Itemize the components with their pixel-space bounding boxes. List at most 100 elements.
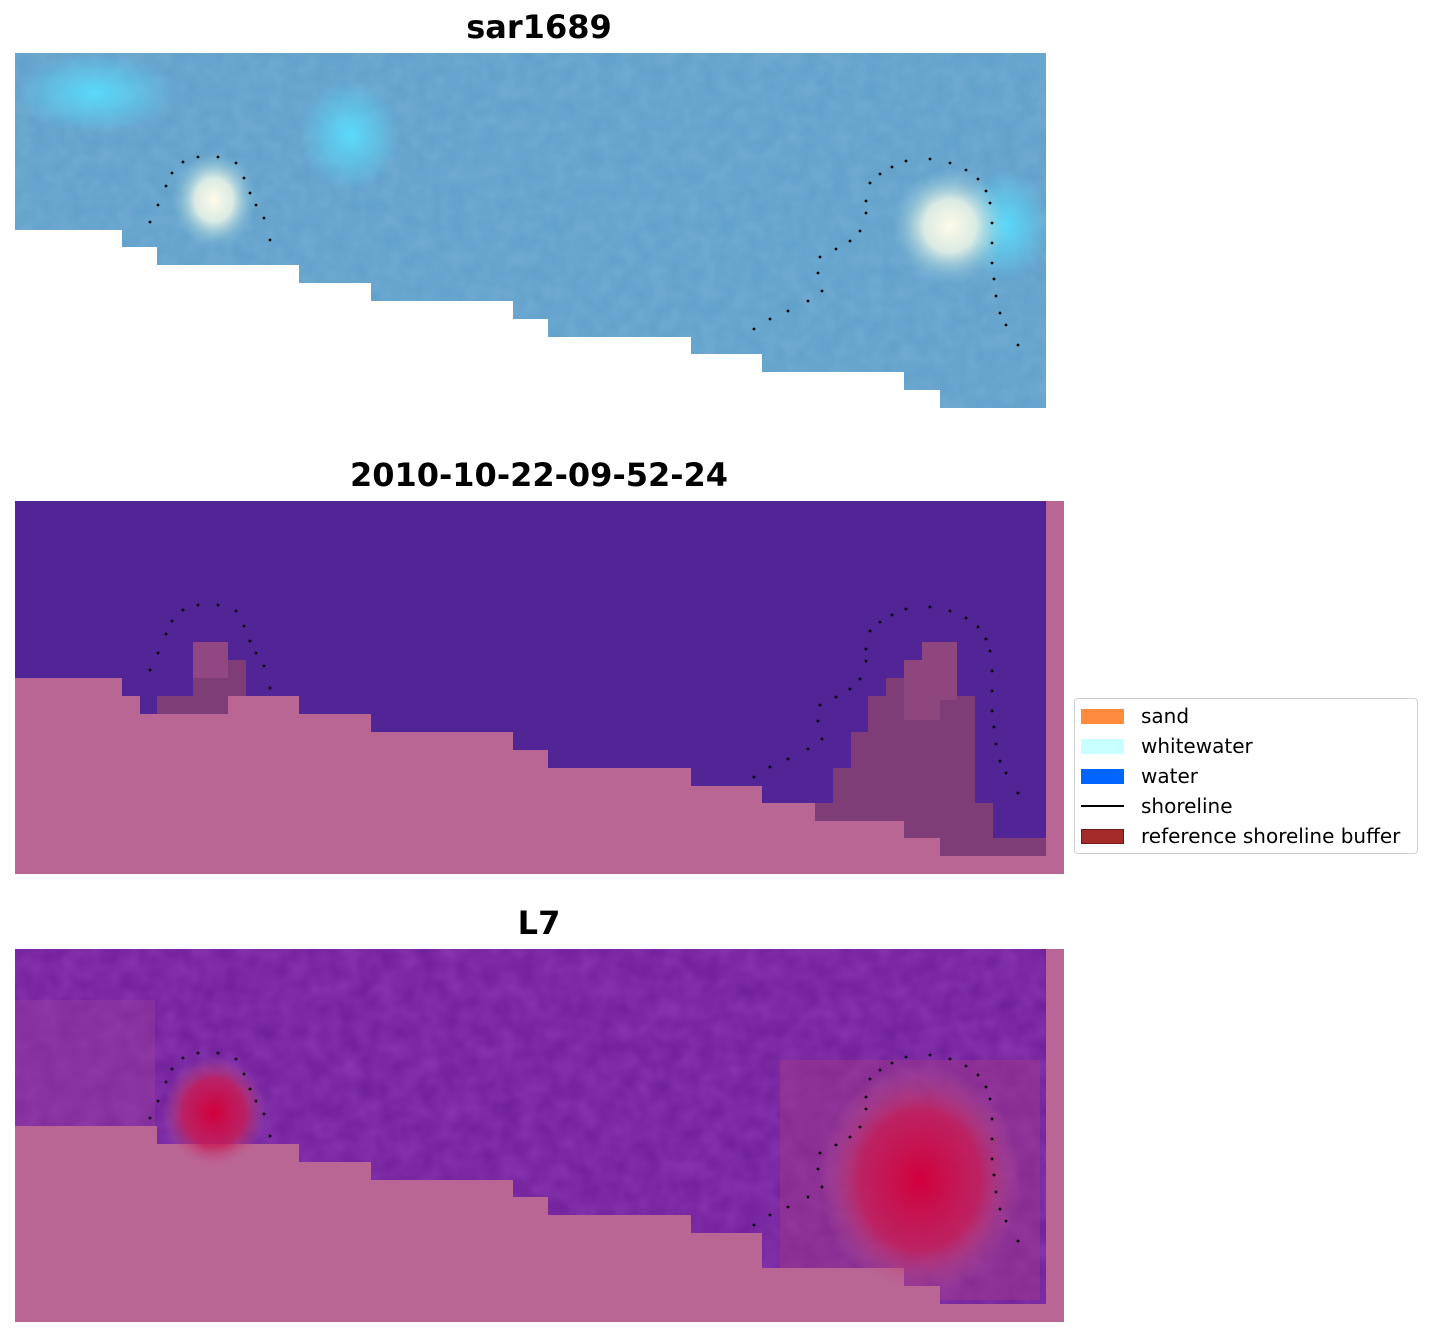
shoreline-dot [990,1117,994,1121]
shoreline-dot [254,203,258,207]
shoreline-dot [928,605,932,609]
legend-label: whitewater [1141,734,1253,758]
shoreline-dot [992,725,996,729]
shoreline-dot [268,238,272,242]
shoreline-dot [992,1173,996,1177]
shoreline-dot [1004,1219,1008,1223]
shoreline-dot [148,1116,152,1120]
shoreline-dot [806,747,810,751]
shoreline-dot [1004,323,1008,327]
shoreline-dot [248,639,252,643]
shoreline-dot [806,1195,810,1199]
panel-2-title: 2010-10-22-09-52-24 [349,456,729,494]
shoreline-dot [864,211,868,215]
shoreline-dot [786,1205,790,1209]
shoreline-dot [216,603,220,607]
shoreline-dot [988,201,992,205]
shoreline-dot [1016,791,1020,795]
legend: sand whitewater water shoreline referenc… [1074,698,1418,854]
shoreline-dots-panel-3 [148,1051,1020,1243]
shoreline-dot [768,765,772,769]
l7-panel [15,949,1064,1322]
shoreline-dot [196,1051,200,1055]
shoreline-dot [984,637,988,641]
shoreline-dot [990,221,994,225]
shoreline-dot [786,757,790,761]
shoreline-dot [868,629,872,633]
shoreline-dot [1016,343,1020,347]
shoreline-dot [868,1077,872,1081]
shoreline-dot [818,703,822,707]
shoreline-dot [148,668,152,672]
shoreline-dot [262,664,266,668]
shoreline-dot [196,155,200,159]
shoreline-dot [234,609,238,613]
shoreline-dot [1016,1239,1020,1243]
shoreline-dot [170,1067,174,1071]
legend-item-reference-buffer: reference shoreline buffer [1081,822,1400,850]
shoreline-dot [964,168,968,172]
shoreline-dot [164,632,168,636]
shoreline-dot [148,220,152,224]
shoreline-dot [254,651,258,655]
shoreline-dot [834,695,838,699]
shoreline-dot [928,1053,932,1057]
shoreline-dot [848,1135,852,1139]
sand-swatch [1081,708,1124,724]
shoreline-dot [864,199,868,203]
shoreline-dot [816,271,820,275]
shoreline-dot [992,277,996,281]
shoreline-dot [786,309,790,313]
shoreline-dot [752,1223,756,1227]
shoreline-dot [156,651,160,655]
panel-3-title: L7 [517,904,561,942]
whitewater-patch-left [172,152,256,248]
legend-label: shoreline [1141,794,1233,818]
shoreline-dot [990,1157,994,1161]
shoreline-dot [216,1051,220,1055]
shoreline-dot [242,176,246,180]
shoreline-dot [181,608,185,612]
shoreline-dot [848,239,852,243]
shoreline-dot [768,317,772,321]
shoreline-dot [234,161,238,165]
shoreline-dot [994,742,998,746]
shoreline-dot [928,157,932,161]
class-water-area [15,501,1046,838]
shoreline-dot [242,1072,246,1076]
shoreline-dot [878,1068,882,1072]
panel-1-title: sar1689 [466,8,612,46]
shoreline-dot [990,669,994,673]
shoreline-dot [998,1207,1002,1211]
shoreline-dot [858,229,862,233]
rgb-image-panel [15,53,1046,408]
shoreline-dot [990,241,994,245]
shoreline-dot [864,1107,868,1111]
shoreline-dot [268,686,272,690]
legend-item-whitewater: whitewater [1081,732,1253,760]
shoreline-dot [818,1151,822,1155]
shoreline-dot [990,689,994,693]
shoreline-dot [170,171,174,175]
shoreline-dot [990,1137,994,1141]
shoreline-dot [820,289,824,293]
buffer-highlight-right [904,642,957,720]
shoreline-dot [806,299,810,303]
shoreline-dot [164,184,168,188]
shoreline-dot [988,1097,992,1101]
shoreline-dot [858,677,862,681]
shoreline-dot [984,1085,988,1089]
shoreline-dot [904,607,908,611]
shoreline-dot [948,1057,952,1061]
shoreline-dot [234,1057,238,1061]
water-swatch [1081,768,1124,784]
shoreline-dot [904,159,908,163]
shoreline-dot [878,620,882,624]
shoreline-dot [170,619,174,623]
shoreline-dot [816,1167,820,1171]
whitewater-swatch [1081,738,1124,754]
shoreline-dot [248,1087,252,1091]
shoreline-dot [156,1099,160,1103]
shoreline-dot [216,155,220,159]
legend-label: reference shoreline buffer [1141,824,1401,848]
